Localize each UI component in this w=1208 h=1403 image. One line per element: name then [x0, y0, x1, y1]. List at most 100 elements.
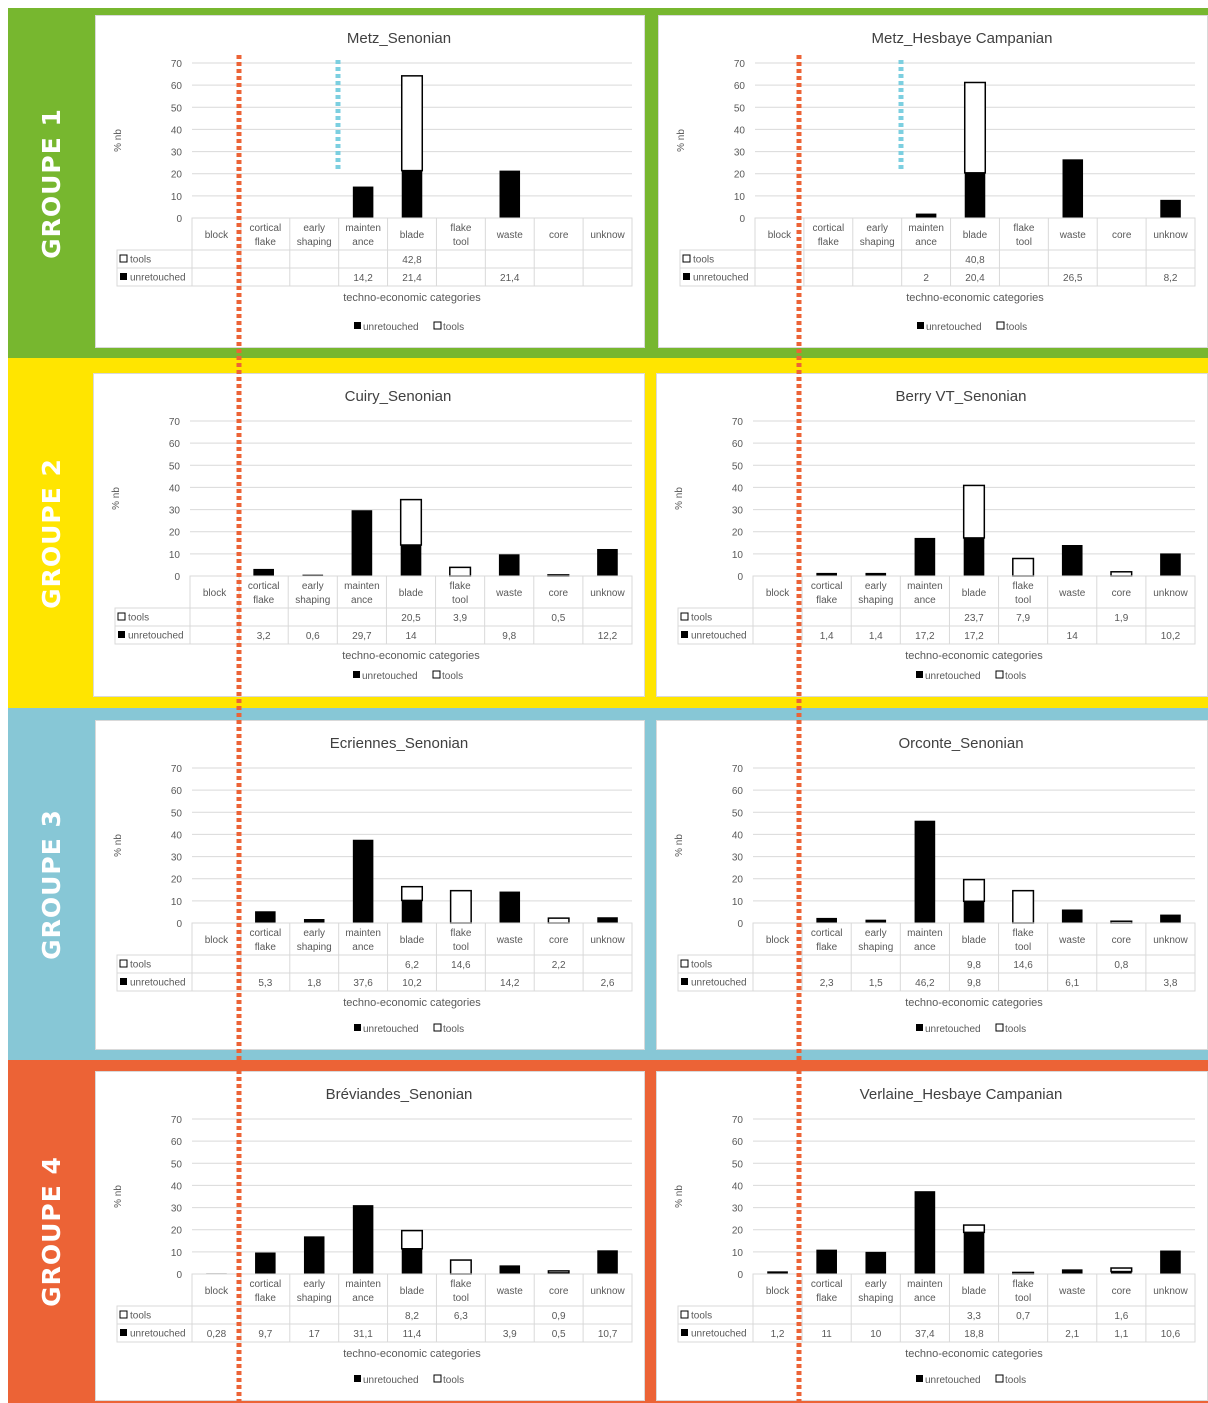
y-tick-label: 30	[732, 853, 744, 864]
y-tick-label: 20	[171, 170, 183, 181]
data-label-unretouched: 0,5	[552, 1329, 566, 1340]
data-label-tools: 0,5	[551, 613, 565, 624]
bar-unretouched	[351, 510, 373, 576]
y-tick-label: 10	[171, 897, 183, 908]
data-label-tools: 3,9	[453, 613, 467, 624]
category-label: early	[866, 223, 888, 234]
data-label-unretouched: 14	[405, 631, 417, 642]
data-label-unretouched: 17,2	[915, 631, 935, 642]
data-label-unretouched: 21,4	[402, 273, 422, 284]
x-axis-title: techno-economic categories	[343, 997, 481, 1009]
data-label-unretouched: 1,4	[869, 631, 883, 642]
table-key-unretouched	[681, 631, 688, 638]
data-label-unretouched: 0,28	[207, 1329, 227, 1340]
x-axis-title: techno-economic categories	[343, 292, 481, 304]
y-tick-label: 10	[732, 1248, 744, 1259]
y-tick-label: 0	[174, 572, 180, 583]
category-label: unknow	[1153, 588, 1188, 599]
y-tick-label: 10	[171, 1248, 183, 1259]
category-label: flake	[1013, 581, 1035, 592]
table-row-label-tools: tools	[691, 613, 712, 624]
data-label-unretouched: 31,1	[353, 1329, 373, 1340]
data-label-tools: 7,9	[1016, 613, 1030, 624]
bar-tools	[449, 1259, 472, 1275]
group-label-text: GROUPE 4	[36, 1156, 66, 1307]
data-label-unretouched: 2,1	[1065, 1329, 1079, 1340]
y-tick-label: 40	[734, 125, 746, 136]
category-label: mainten	[344, 581, 380, 592]
y-axis-title: % nb	[113, 834, 124, 857]
chart-svg: Orconte_Senonian % nb 0 10 20 30 40 50 60 70 block…	[674, 735, 1196, 1035]
chart-panel-metz-senonian: Metz_Senonian % nb 0 10 20 30 40 50 60 70 block cor…	[95, 15, 645, 348]
y-tick-label: 20	[732, 528, 744, 539]
y-tick-label: 40	[732, 830, 744, 841]
table-row-label-tools: tools	[691, 960, 712, 971]
category-label: block	[205, 1286, 229, 1297]
category-label: waste	[496, 230, 524, 241]
legend-label-tools: tools	[1005, 1375, 1026, 1386]
y-tick-label: 0	[176, 919, 182, 930]
chart-svg: Ecriennes_Senonian % nb 0 10 20 30 40 50 60 70 blo…	[113, 735, 633, 1035]
category-label: cortical	[811, 581, 843, 592]
category-label: ance	[914, 595, 936, 606]
legend-key-tools	[433, 1374, 442, 1383]
category-label: flake	[255, 942, 277, 953]
y-tick-label: 70	[171, 59, 183, 70]
data-label-unretouched: 1,5	[869, 978, 883, 989]
chart-title: Berry VT_Senonian	[896, 388, 1027, 405]
y-tick-label: 70	[171, 1115, 183, 1126]
category-label: waste	[1058, 1286, 1086, 1297]
data-label-unretouched: 1,2	[771, 1329, 785, 1340]
legend-key-tools	[432, 670, 441, 679]
data-label-unretouched: 9,8	[502, 631, 516, 642]
bar-tools	[1110, 571, 1133, 577]
data-label-unretouched: 37,6	[353, 978, 373, 989]
category-label: cortical	[249, 928, 281, 939]
category-label: shaping	[858, 942, 893, 953]
bar-unretouched	[816, 1249, 837, 1274]
y-axis-title: % nb	[674, 1185, 685, 1208]
y-tick-label: 50	[732, 461, 744, 472]
category-label: cortical	[812, 223, 844, 234]
y-tick-label: 50	[171, 808, 183, 819]
bar-unretouched	[915, 213, 937, 218]
chart-svg: Metz_Senonian % nb 0 10 20 30 40 50 60 70 block cor…	[113, 30, 633, 333]
table-row-label-tools: tools	[691, 1311, 712, 1322]
category-label: flake	[255, 1293, 277, 1304]
y-tick-label: 0	[176, 214, 182, 225]
bar-unretouched	[914, 820, 936, 923]
y-tick-label: 60	[732, 439, 744, 450]
legend-label-unretouched: unretouched	[363, 1024, 419, 1035]
category-label: block	[205, 230, 229, 241]
x-axis-title: techno-economic categories	[905, 997, 1043, 1009]
category-label: ance	[351, 595, 373, 606]
data-label-unretouched: 14,2	[500, 978, 520, 989]
category-label: blade	[963, 230, 988, 241]
bar-tools	[449, 889, 472, 924]
y-tick-label: 10	[732, 550, 744, 561]
chart-title: Bréviandes_Senonian	[326, 1086, 473, 1103]
bar-unretouched	[865, 572, 887, 576]
legend-label-tools: tools	[443, 1024, 464, 1035]
data-label-unretouched: 18,8	[964, 1329, 984, 1340]
bar-unretouched	[865, 919, 887, 923]
legend-key-tools	[995, 1023, 1004, 1032]
category-label: flake	[255, 237, 277, 248]
legend-key-tools	[995, 1374, 1004, 1383]
category-label: blade	[962, 588, 987, 599]
y-tick-label: 10	[734, 192, 746, 203]
bar-unretouched	[1061, 909, 1083, 923]
category-label: core	[1112, 1286, 1132, 1297]
category-label: blade	[400, 1286, 425, 1297]
category-label: tool	[1015, 942, 1031, 953]
data-label-unretouched: 0,6	[306, 631, 320, 642]
table-row-label-unretouched: unretouched	[693, 273, 749, 284]
data-label-tools: 3,3	[967, 1311, 981, 1322]
y-tick-label: 10	[171, 192, 183, 203]
data-label-unretouched: 1,1	[1114, 1329, 1128, 1340]
bar-unretouched	[597, 917, 618, 923]
group-label-4: GROUPE 4	[8, 1060, 94, 1403]
y-tick-label: 50	[732, 808, 744, 819]
data-label-unretouched: 10,7	[598, 1329, 618, 1340]
y-tick-label: 60	[171, 786, 183, 797]
